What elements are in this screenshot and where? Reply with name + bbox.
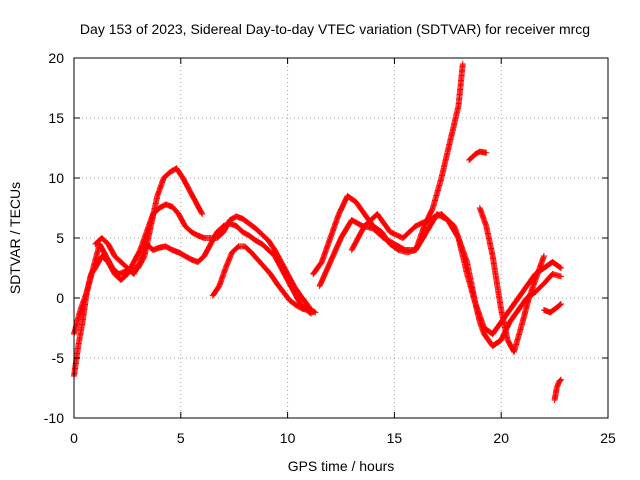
- y-tick-label: 10: [48, 170, 64, 186]
- point-markers: [209, 243, 317, 316]
- x-tick-label: 5: [177, 430, 185, 446]
- series-track-4: [209, 243, 317, 316]
- axis-ticks: 0 5 10 15 20 25 -10 -5 0 5 10 15 20: [44, 50, 616, 446]
- series-track-8: [466, 148, 490, 163]
- x-axis-label: GPS time / hours: [288, 458, 395, 474]
- y-tick-label: -5: [52, 350, 65, 366]
- series-track-6: [316, 211, 564, 349]
- point-markers: [466, 148, 490, 163]
- y-axis-label: SDTVAR / TECUs: [7, 182, 23, 294]
- point-markers: [348, 211, 564, 337]
- series-track-3: [92, 220, 315, 317]
- point-markers: [92, 220, 315, 317]
- chart-title: Day 153 of 2023, Sidereal Day-to-day VTE…: [80, 21, 590, 37]
- y-tick-label: -10: [44, 410, 64, 426]
- y-tick-label: 20: [48, 50, 64, 66]
- series-track-11: [551, 376, 564, 403]
- data-points: [71, 61, 564, 403]
- point-markers: [551, 376, 564, 403]
- point-markers: [540, 301, 564, 316]
- point-markers: [310, 61, 466, 277]
- point-markers: [476, 205, 547, 355]
- x-tick-label: 10: [280, 430, 296, 446]
- x-tick-label: 0: [70, 430, 78, 446]
- y-tick-label: 5: [56, 230, 64, 246]
- x-tick-label: 15: [387, 430, 403, 446]
- series-track-9: [476, 205, 547, 355]
- series-track-10: [540, 301, 564, 316]
- series-track-7: [348, 211, 564, 337]
- y-tick-label: 0: [56, 290, 64, 306]
- series-track-5: [310, 61, 466, 277]
- y-tick-label: 15: [48, 110, 64, 126]
- x-tick-label: 20: [493, 430, 509, 446]
- x-tick-label: 25: [600, 430, 616, 446]
- point-markers: [316, 211, 564, 349]
